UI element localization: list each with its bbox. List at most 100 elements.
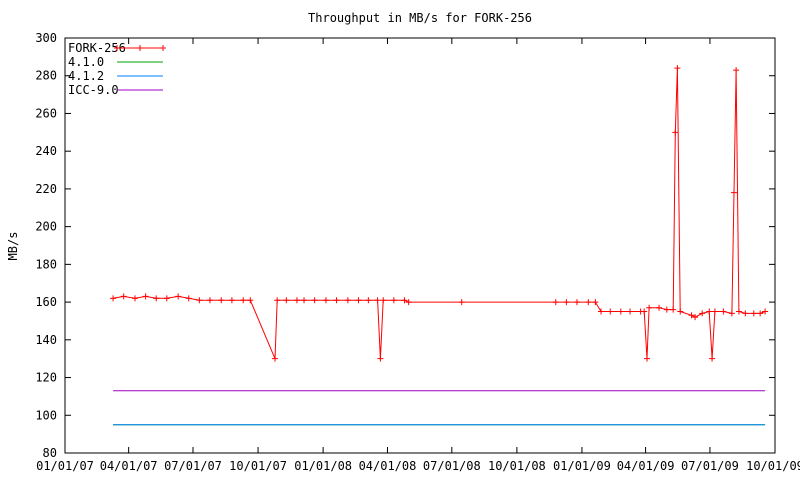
data-point bbox=[617, 308, 624, 315]
data-point bbox=[163, 295, 170, 302]
data-point bbox=[674, 65, 681, 72]
x-tick-label: 01/01/08 bbox=[294, 459, 352, 473]
data-point bbox=[333, 297, 340, 304]
data-point bbox=[344, 297, 351, 304]
data-point bbox=[598, 308, 605, 315]
data-point bbox=[573, 299, 580, 306]
y-axis: 80 100 120 140 160 180 200 220 240 260 280 300 bbox=[35, 31, 775, 460]
y-tick-label: 180 bbox=[35, 257, 57, 271]
chart-title: Throughput in MB/s for FORK-256 bbox=[308, 11, 532, 25]
data-point bbox=[405, 299, 412, 306]
data-point bbox=[706, 308, 713, 315]
x-tick-label: 07/01/09 bbox=[681, 459, 739, 473]
data-point bbox=[301, 297, 308, 304]
data-point bbox=[641, 308, 648, 315]
data-point bbox=[552, 299, 559, 306]
data-point bbox=[728, 310, 735, 317]
data-point bbox=[735, 308, 742, 315]
data-point bbox=[699, 310, 706, 317]
data-point bbox=[688, 312, 695, 319]
y-tick-label: 220 bbox=[35, 182, 57, 196]
plot-area-border bbox=[64, 37, 776, 454]
data-point bbox=[142, 293, 149, 300]
data-point bbox=[711, 308, 718, 315]
legend-marker bbox=[114, 45, 120, 51]
data-point bbox=[757, 310, 764, 317]
data-point bbox=[627, 308, 634, 315]
y-tick-label: 260 bbox=[35, 106, 57, 120]
data-point bbox=[240, 297, 247, 304]
data-point bbox=[380, 297, 387, 304]
data-point bbox=[750, 310, 757, 317]
data-point bbox=[592, 299, 599, 306]
data-point bbox=[677, 308, 684, 315]
legend-label: 4.1.2 bbox=[68, 69, 104, 83]
data-point bbox=[274, 297, 281, 304]
x-tick-label: 04/01/09 bbox=[617, 459, 675, 473]
data-point bbox=[365, 297, 372, 304]
y-tick-label: 200 bbox=[35, 220, 57, 234]
y-tick-label: 80 bbox=[43, 446, 57, 460]
series-fork-256 bbox=[110, 65, 769, 362]
data-point bbox=[175, 293, 182, 300]
data-point bbox=[283, 297, 290, 304]
data-point bbox=[656, 304, 663, 311]
x-tick-label: 10/01/07 bbox=[229, 459, 287, 473]
x-axis: 01/01/07 04/01/07 07/01/07 10/01/07 01/01/08… bbox=[36, 38, 800, 473]
data-point bbox=[206, 297, 213, 304]
x-tick-label: 01/01/09 bbox=[553, 459, 611, 473]
data-point bbox=[646, 304, 653, 311]
data-point bbox=[720, 308, 727, 315]
data-point bbox=[110, 295, 117, 302]
legend-marker bbox=[137, 45, 143, 51]
y-axis-label: MB/s bbox=[6, 232, 20, 261]
data-point bbox=[692, 314, 699, 321]
data-point bbox=[607, 308, 614, 315]
data-point bbox=[401, 297, 408, 304]
y-tick-label: 100 bbox=[35, 408, 57, 422]
data-point bbox=[742, 310, 749, 317]
data-point bbox=[585, 299, 592, 306]
y-tick-label: 160 bbox=[35, 295, 57, 309]
data-point bbox=[730, 189, 737, 196]
legend-label: ICC-9.0 bbox=[68, 83, 119, 97]
data-point bbox=[709, 355, 716, 362]
data-point bbox=[563, 299, 570, 306]
data-point bbox=[132, 295, 139, 302]
data-point bbox=[390, 297, 397, 304]
data-point bbox=[762, 308, 769, 315]
x-tick-label: 07/01/08 bbox=[423, 459, 481, 473]
series-line bbox=[113, 68, 766, 359]
y-tick-label: 120 bbox=[35, 371, 57, 385]
x-tick-label: 07/01/07 bbox=[164, 459, 222, 473]
data-point bbox=[322, 297, 329, 304]
data-point bbox=[153, 295, 160, 302]
data-point bbox=[377, 355, 384, 362]
series-layer bbox=[110, 65, 769, 426]
data-point bbox=[196, 297, 203, 304]
y-tick-label: 140 bbox=[35, 333, 57, 347]
data-point bbox=[218, 297, 225, 304]
data-point bbox=[185, 295, 192, 302]
legend-label: 4.1.0 bbox=[68, 55, 104, 69]
data-point bbox=[355, 297, 362, 304]
legend-label: FORK-256 bbox=[68, 41, 126, 55]
data-point bbox=[247, 297, 254, 304]
x-tick-label: 10/01/09 bbox=[746, 459, 800, 473]
data-point bbox=[670, 306, 677, 313]
x-tick-label: 04/01/07 bbox=[100, 459, 158, 473]
y-tick-label: 240 bbox=[35, 144, 57, 158]
data-point bbox=[672, 129, 679, 136]
data-point bbox=[311, 297, 318, 304]
y-tick-label: 300 bbox=[35, 31, 57, 45]
data-point bbox=[733, 67, 740, 74]
data-point bbox=[293, 297, 300, 304]
data-point bbox=[663, 306, 670, 313]
x-tick-label: 04/01/08 bbox=[359, 459, 417, 473]
x-tick-label: 01/01/07 bbox=[36, 459, 94, 473]
x-tick-label: 10/01/08 bbox=[488, 459, 546, 473]
data-point bbox=[120, 293, 127, 300]
legend-marker bbox=[160, 45, 166, 51]
